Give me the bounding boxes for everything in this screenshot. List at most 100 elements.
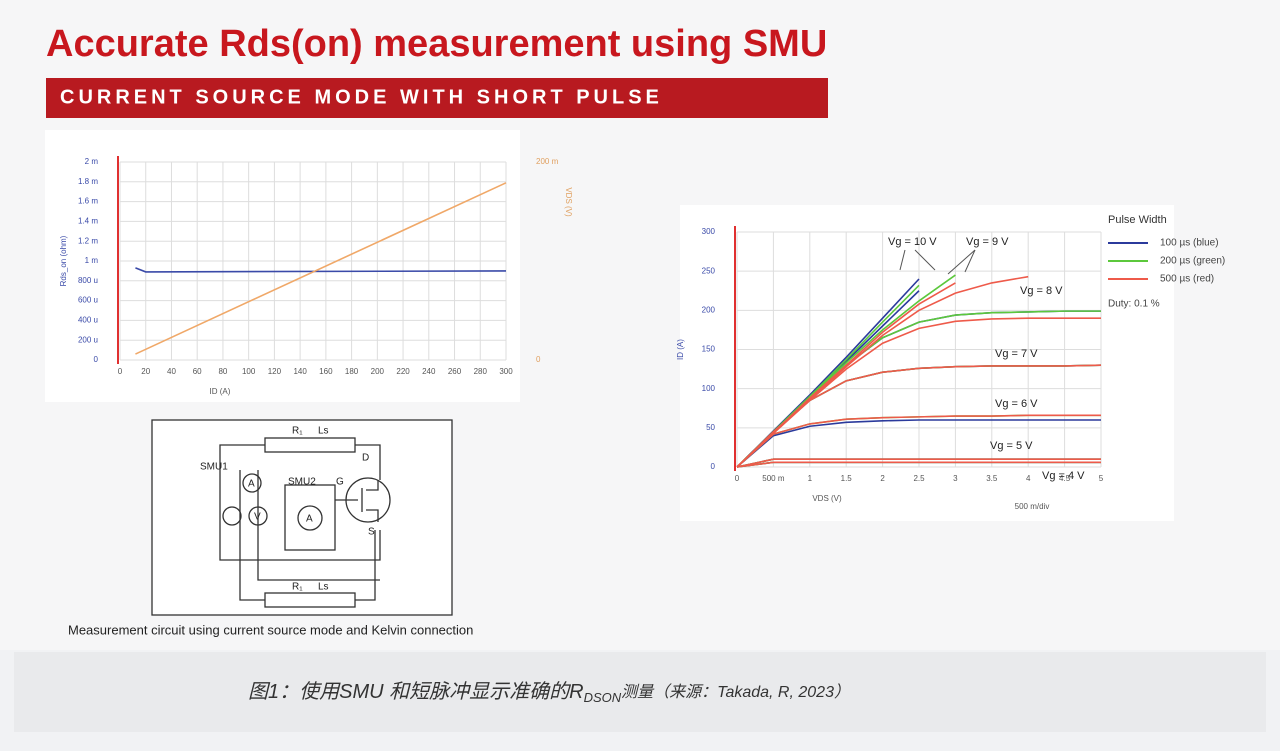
legend-label: 100 µs (blue) (1160, 238, 1219, 249)
x-tick-label: 4 (1026, 474, 1031, 483)
annotation: Vg = 5 V (990, 440, 1033, 452)
x-axis-label: ID (A) (210, 387, 231, 396)
x-tick-label: 100 (242, 367, 256, 376)
x-axis-note: 500 m/div (1015, 502, 1050, 511)
legend-title: Pulse Width (1108, 214, 1167, 226)
diagram-label: A (306, 514, 313, 525)
annotation: Vg = 6 V (995, 398, 1038, 410)
y-tick-label: 800 u (78, 276, 98, 285)
data-line (736, 458, 1101, 468)
annotation: Vg = 9 V (966, 236, 1009, 248)
meter (248, 506, 268, 526)
mosfet-symbol (335, 480, 379, 522)
y2-tick-label: 0 (536, 355, 541, 364)
caption-text: 图1：使用SMU 和短脉冲显示准确的R (248, 681, 584, 703)
legend-label: 200 µs (green) (1160, 256, 1225, 267)
data-line (135, 267, 507, 273)
y-tick-label: 200 u (78, 335, 98, 344)
caption-end: 测量（来源：Takada, R, 2023） (621, 683, 850, 701)
diagram-label: V (254, 512, 261, 523)
x-tick-label: 0 (735, 474, 740, 483)
banner-text: CURRENT SOURCE MODE WITH SHORT PULSE (60, 86, 663, 108)
x-tick-label: 220 (396, 367, 410, 376)
smu2-box (284, 484, 336, 551)
annotation-arrow (947, 249, 976, 275)
diagram-label: D (362, 453, 369, 464)
x-tick-label: 300 (499, 367, 513, 376)
x-tick-label: 2.5 (913, 474, 925, 483)
x-tick-label: 5 (1099, 474, 1104, 483)
y-tick-label: 200 (702, 305, 716, 314)
x-tick-label: 80 (218, 367, 227, 376)
x-tick-label: 0 (118, 367, 123, 376)
annotation: Vg = 8 V (1020, 285, 1063, 297)
title: Accurate Rds(on) measurement using SMU (46, 23, 827, 65)
x-tick-label: 180 (345, 367, 359, 376)
x-tick-label: 240 (422, 367, 436, 376)
diagram-label: Ls (318, 426, 329, 437)
y-tick-label: 250 (702, 266, 716, 275)
annotation: Vg = 4 V (1042, 470, 1085, 482)
meter (297, 505, 323, 531)
diagram-label: G (336, 477, 344, 488)
y-tick-label: 1.6 m (78, 197, 98, 206)
legend-note: Duty: 0.1 % (1108, 299, 1160, 310)
y-tick-label: 0 (94, 355, 99, 364)
diagram-caption: Measurement circuit using current source… (68, 622, 473, 637)
x-axis-label: VDS (V) (812, 494, 842, 503)
x-tick-label: 140 (293, 367, 307, 376)
figure-caption: 图1：使用SMU 和短脉冲显示准确的RDSON测量（来源：Takada, R, … (248, 681, 850, 705)
y-tick-label: 300 (702, 227, 716, 236)
data-line (736, 414, 1101, 468)
y-tick-label: 1 m (85, 256, 99, 265)
diagram-label: A (248, 479, 255, 490)
y-tick-label: 2 m (85, 157, 99, 166)
meter (242, 473, 262, 493)
banner (46, 78, 828, 118)
data-line (736, 419, 1101, 468)
x-tick-label: 1.5 (841, 474, 853, 483)
diagram-label: R₁ (292, 426, 303, 437)
x-tick-label: 3.5 (986, 474, 998, 483)
x-tick-label: 60 (193, 367, 202, 376)
y-axis-label: Rds_on (ohm) (59, 235, 68, 286)
annotation-arrow (914, 249, 936, 271)
y-tick-label: 1.2 m (78, 236, 98, 245)
diagram-label: SMU2 (288, 477, 316, 488)
x-tick-label: 2 (880, 474, 885, 483)
x-tick-label: 200 (371, 367, 385, 376)
diagram-label: R₁ (292, 582, 303, 593)
y-tick-label: 1.4 m (78, 217, 98, 226)
diagram-label: S (368, 527, 375, 538)
x-tick-label: 160 (319, 367, 333, 376)
y-axis-label: ID (A) (676, 339, 685, 360)
annotation-arrow (964, 249, 976, 273)
annotation: Vg = 7 V (995, 348, 1038, 360)
y-tick-label: 1.8 m (78, 177, 98, 186)
legend-label: 500 µs (red) (1160, 274, 1214, 285)
wire (219, 444, 381, 601)
x-tick-label: 20 (141, 367, 150, 376)
circuit-diagram: R₁ Ls SMU1 SMU2 D G S A V A R₁ Ls (151, 419, 453, 616)
y-tick-label: 150 (702, 345, 716, 354)
diagram-label: SMU1 (200, 462, 228, 473)
x-tick-label: 4.5 (1059, 474, 1071, 483)
source (222, 506, 242, 526)
caption-subscript: DSON (584, 690, 622, 705)
x-tick-label: 260 (448, 367, 462, 376)
annotation-arrow (899, 249, 906, 271)
y-tick-label: 0 (711, 462, 716, 471)
y-tick-label: 50 (706, 423, 715, 432)
data-line (135, 182, 507, 355)
y2-tick-label: 200 m (536, 157, 559, 166)
x-tick-label: 1 (808, 474, 813, 483)
x-tick-label: 3 (953, 474, 958, 483)
y-tick-label: 400 u (78, 316, 98, 325)
footer-bg (14, 652, 1266, 732)
annotation: Vg = 10 V (888, 236, 937, 248)
chart-panel (45, 130, 520, 402)
chart-panel (680, 205, 1174, 521)
y2-axis-label: VDS (V) (564, 187, 573, 217)
